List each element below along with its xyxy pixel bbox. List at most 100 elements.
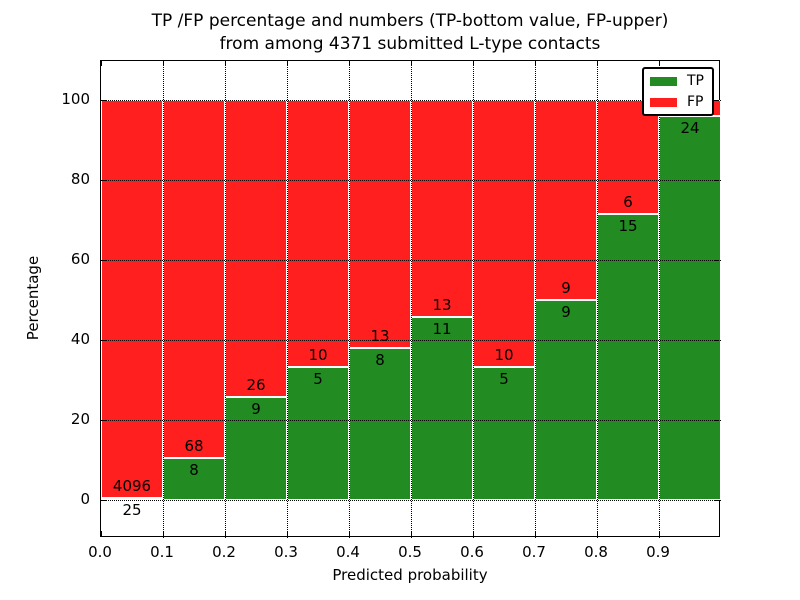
gridline-vertical-4: [349, 61, 350, 538]
x-tick-top-6: [473, 61, 474, 66]
x-tick-bottom-3: [287, 531, 288, 536]
legend-item-tp: TP: [650, 74, 704, 88]
x-tick-bottom-6: [473, 531, 474, 536]
x-tick-bottom-5: [411, 531, 412, 536]
bar-segment-tp-8: [597, 214, 659, 500]
x-tick-top-7: [535, 61, 536, 66]
plot-area: 4096 25 68 8 26 9 10 5 13 8 13 11 10 5 9 9 6 15 24 TP FP: [100, 60, 721, 538]
x-tick-label-0.5: 0.5: [398, 543, 422, 561]
x-tick-top-0: [101, 61, 102, 66]
gridline-horizontal-60: [101, 260, 721, 261]
bar-label-tp-7: 9: [561, 303, 571, 321]
legend-label-fp: FP: [687, 94, 704, 110]
bar-segment-tp-1: [163, 457, 225, 500]
y-tick-right-80: [714, 180, 719, 181]
bar-label-tp-9: 24: [680, 119, 700, 137]
legend: TP FP: [642, 67, 714, 116]
y-tick-labels: 0 20 40 60 80 100: [0, 0, 90, 600]
bar-label-tp-0: 25: [122, 500, 142, 519]
y-tick-label-40: 40: [70, 330, 90, 348]
bar-label-fp-3: 10: [308, 345, 328, 364]
x-tick-top-4: [349, 61, 350, 66]
x-tick-label-0.6: 0.6: [460, 543, 484, 561]
bar-label-fp-0: 4096: [112, 476, 152, 495]
gridline-vertical-8: [597, 61, 598, 538]
y-tick-label-80: 80: [70, 170, 90, 188]
gridline-horizontal-20: [101, 420, 721, 421]
x-tick-bottom-4: [349, 531, 350, 536]
x-tick-top-1: [163, 61, 164, 66]
x-tick-label-0.8: 0.8: [584, 543, 608, 561]
bar-segment-tp-4: [349, 347, 411, 500]
x-tick-label-0.4: 0.4: [336, 543, 360, 561]
y-tick-left-80: [101, 180, 106, 181]
x-tick-label-0.1: 0.1: [150, 543, 174, 561]
x-tick-bottom-1: [163, 531, 164, 536]
y-tick-label-0: 0: [80, 490, 90, 508]
y-tick-left-20: [101, 420, 106, 421]
bar-label-fp-1: 68: [184, 436, 204, 455]
legend-label-tp: TP: [687, 73, 704, 89]
y-tick-label-60: 60: [70, 250, 90, 268]
chart-title-line2: from among 4371 submitted L-type contact…: [219, 34, 601, 54]
x-tick-bottom-0: [101, 531, 102, 536]
y-tick-right-60: [714, 260, 719, 261]
bar-label-tp-8: 15: [618, 217, 638, 236]
bar-segment-tp-6: [473, 366, 535, 500]
bar-label-fp-4: 13: [370, 326, 390, 345]
gridline-horizontal-0: [101, 500, 721, 501]
x-tick-label-0.9: 0.9: [646, 543, 670, 561]
bar-segment-tp-3: [287, 366, 349, 500]
bar-segment-fp-8: [597, 100, 659, 215]
y-tick-right-0: [714, 500, 719, 501]
gridline-vertical-2: [225, 61, 226, 538]
bar-segment-fp-1: [163, 100, 225, 458]
x-tick-bottom-2: [225, 531, 226, 536]
y-axis-label: Percentage: [24, 255, 42, 341]
bar-segment-tp-5: [411, 316, 473, 500]
gridline-horizontal-40: [101, 340, 721, 341]
bar-segment-tp-7: [535, 300, 597, 500]
gridline-horizontal-100: [101, 100, 721, 101]
gridline-vertical-9: [659, 61, 660, 538]
x-tick-label-0.0: 0.0: [88, 543, 112, 561]
y-tick-right-40: [714, 340, 719, 341]
x-tick-label-0.2: 0.2: [212, 543, 236, 561]
x-tick-bottom-7: [535, 531, 536, 536]
tp-swatch-icon: [650, 76, 677, 86]
bar-label-tp-5: 11: [432, 319, 452, 338]
bar-segment-fp-0: [101, 100, 163, 498]
bar-label-tp-6: 5: [499, 369, 509, 388]
bar-label-tp-3: 5: [313, 369, 323, 388]
y-tick-right-20: [714, 420, 719, 421]
x-tick-label-0.3: 0.3: [274, 543, 298, 561]
bar-segment-tp-9: [659, 116, 721, 500]
bar-segment-fp-7: [535, 100, 597, 300]
x-tick-top-8: [597, 61, 598, 66]
x-tick-top-2: [225, 61, 226, 66]
gridline-vertical-1: [163, 61, 164, 538]
fp-swatch-icon: [650, 97, 677, 107]
bar-label-tp-2: 9: [251, 400, 261, 419]
bar-segment-fp-3: [287, 100, 349, 367]
gridline-horizontal-80: [101, 180, 721, 181]
x-tick-label-0.7: 0.7: [522, 543, 546, 561]
x-tick-bottom-8: [597, 531, 598, 536]
x-axis-label: Predicted probability: [332, 566, 488, 584]
gridline-vertical-3: [287, 61, 288, 538]
y-tick-left-60: [101, 260, 106, 261]
x-tick-bottom-9: [659, 531, 660, 536]
bar-segment-fp-2: [225, 100, 287, 398]
bar-segment-fp-5: [411, 100, 473, 317]
bar-segment-tp-0: [101, 497, 163, 500]
bar-segment-fp-6: [473, 100, 535, 367]
y-tick-label-100: 100: [61, 90, 90, 108]
x-tick-top-9: [659, 61, 660, 66]
bar-label-tp-1: 8: [189, 460, 199, 479]
y-tick-left-100: [101, 100, 106, 101]
bar-segment-fp-4: [349, 100, 411, 348]
bar-label-fp-5: 13: [432, 295, 452, 314]
bar-label-fp-8: 6: [623, 193, 633, 212]
y-tick-left-0: [101, 500, 106, 501]
